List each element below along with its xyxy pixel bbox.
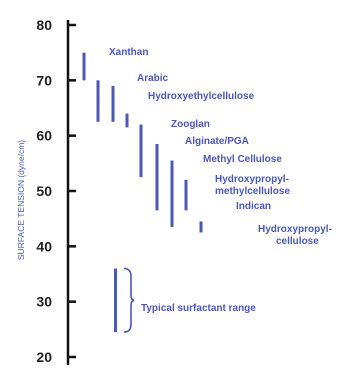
range-bar-zooglan [139, 124, 143, 178]
range-bar-unlabeled-3 [125, 113, 129, 128]
label-surfactant: Typical surfactant range [141, 303, 256, 314]
y-axis-label: SURFACE TENSION (dyne/cm) [16, 140, 26, 260]
surfactant-bracket [123, 267, 135, 333]
range-bar-arabic [96, 80, 100, 122]
label-xanthan: Xanthan [109, 47, 148, 58]
range-bar-methyl-cellulose [170, 160, 174, 227]
y-tick-label-40: 40 [36, 238, 52, 254]
y-tick-label-30: 30 [36, 294, 52, 310]
label-zooglan: Zooglan [171, 119, 210, 130]
range-bar-alginate-pga [155, 143, 159, 211]
range-bar-hydroxyethylcellulose [111, 85, 115, 122]
y-tick-label-50: 50 [36, 183, 52, 199]
range-bar-hydroxypropyl-methylcellulose [184, 179, 188, 211]
y-tick-label-70: 70 [36, 72, 52, 88]
label-indican: Indican [236, 201, 271, 212]
label-hpc-2: cellulose [276, 236, 319, 247]
label-methyl: Methyl Cellulose [203, 154, 282, 165]
y-tick-label-20: 20 [36, 349, 52, 365]
range-bar-xanthan [82, 52, 86, 81]
y-tick-label-80: 80 [36, 17, 52, 33]
range-bar-indican [199, 221, 203, 233]
label-hpc-1: Hydroxypropyl- [258, 224, 332, 235]
surfactant-range-bar [114, 268, 117, 333]
label-hec: Hydroxyethylcellulose [148, 91, 255, 102]
y-tick-label-60: 60 [36, 128, 52, 144]
label-alginate: Alginate/PGA [185, 136, 249, 147]
label-arabic: Arabic [137, 73, 169, 84]
label-hpmc-1: Hydroxypropyl- [215, 174, 289, 185]
label-hpmc-2: methylcellulose [215, 186, 290, 197]
